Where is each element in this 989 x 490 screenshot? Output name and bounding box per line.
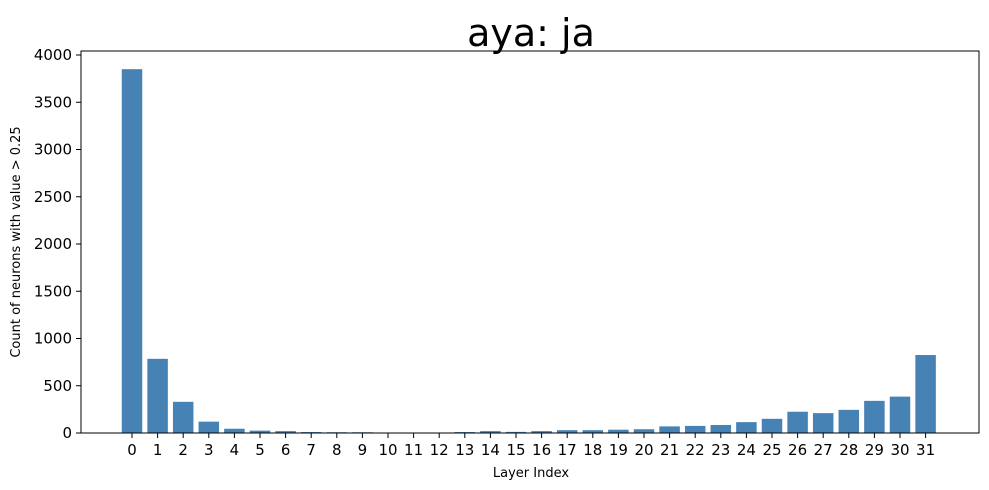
bar-15 <box>505 431 527 433</box>
bar-25 <box>761 418 783 433</box>
plot-frame <box>80 50 980 434</box>
bar-29 <box>864 400 885 433</box>
x-tick-label: 15 <box>506 441 525 459</box>
x-tick-label: 26 <box>788 441 807 459</box>
x-axis: 0 1 2 3 4 5 6 7 8 9 10 11 12 13 14 15 16 17 18 19 20 21 22 23 24… <box>127 433 935 459</box>
x-tick-label: 30 <box>890 441 909 459</box>
bar-14 <box>480 431 501 433</box>
bar-26 <box>787 411 808 433</box>
x-tick-label: 13 <box>455 441 474 459</box>
y-tick-label: 3500 <box>34 93 72 111</box>
bar-16 <box>531 431 552 433</box>
x-tick-label: 16 <box>532 441 551 459</box>
bar-31 <box>915 355 936 433</box>
bar-19 <box>608 429 629 433</box>
bars <box>121 69 936 434</box>
x-tick-label: 9 <box>358 441 368 459</box>
chart-title: aya: ja <box>467 11 595 55</box>
y-tick-label: 4000 <box>34 46 72 64</box>
x-tick-label: 3 <box>204 441 214 459</box>
y-tick-label: 1000 <box>34 330 72 348</box>
bar-5 <box>249 430 271 433</box>
bar-3 <box>198 421 220 433</box>
x-tick-label: 11 <box>404 441 423 459</box>
x-axis-label: Layer Index <box>493 466 569 481</box>
x-tick-label: 5 <box>255 441 265 459</box>
y-tick-label: 2500 <box>34 188 72 206</box>
x-tick-label: 29 <box>865 441 884 459</box>
y-tick-label: 1500 <box>34 282 72 300</box>
y-tick-label: 500 <box>43 377 72 395</box>
bar-28 <box>838 409 860 433</box>
x-tick-label: 1 <box>153 441 163 459</box>
x-tick-label: 20 <box>634 441 653 459</box>
bar-2 <box>172 401 194 433</box>
x-tick-label: 31 <box>916 441 935 459</box>
x-tick-label: 23 <box>711 441 730 459</box>
bar-0 <box>121 69 143 434</box>
bar-21 <box>659 426 680 433</box>
y-axis: 0 500 1000 1500 2000 2500 3000 3500 4000 <box>34 46 81 442</box>
x-tick-label: 4 <box>230 441 240 459</box>
x-tick-label: 28 <box>839 441 858 459</box>
x-tick-label: 22 <box>686 441 705 459</box>
y-axis-label: Count of neurons with value > 0.25 <box>9 126 24 357</box>
x-tick-label: 0 <box>127 441 137 459</box>
x-tick-label: 10 <box>378 441 397 459</box>
x-tick-label: 27 <box>814 441 833 459</box>
bar-24 <box>736 422 757 433</box>
bar-23 <box>710 424 732 433</box>
x-tick-label: 2 <box>178 441 188 459</box>
bar-4 <box>224 428 245 433</box>
x-tick-label: 7 <box>306 441 316 459</box>
y-tick-label: 2000 <box>34 235 72 253</box>
y-tick-label: 3000 <box>34 141 72 159</box>
bar-1 <box>147 358 168 433</box>
x-tick-label: 6 <box>281 441 291 459</box>
bar-22 <box>684 425 706 433</box>
x-tick-label: 21 <box>660 441 679 459</box>
x-tick-label: 18 <box>583 441 602 459</box>
bar-17 <box>556 430 578 433</box>
x-tick-label: 17 <box>558 441 577 459</box>
x-tick-label: 25 <box>762 441 781 459</box>
bar-27 <box>812 413 834 433</box>
x-tick-label: 19 <box>609 441 628 459</box>
bar-30 <box>889 396 911 433</box>
y-tick-label: 0 <box>62 424 72 442</box>
x-tick-label: 12 <box>430 441 449 459</box>
x-tick-label: 8 <box>332 441 342 459</box>
bar-20 <box>633 429 655 433</box>
x-tick-label: 24 <box>737 441 756 459</box>
bar-6 <box>275 431 296 433</box>
x-tick-label: 14 <box>481 441 500 459</box>
bar-18 <box>582 430 604 433</box>
